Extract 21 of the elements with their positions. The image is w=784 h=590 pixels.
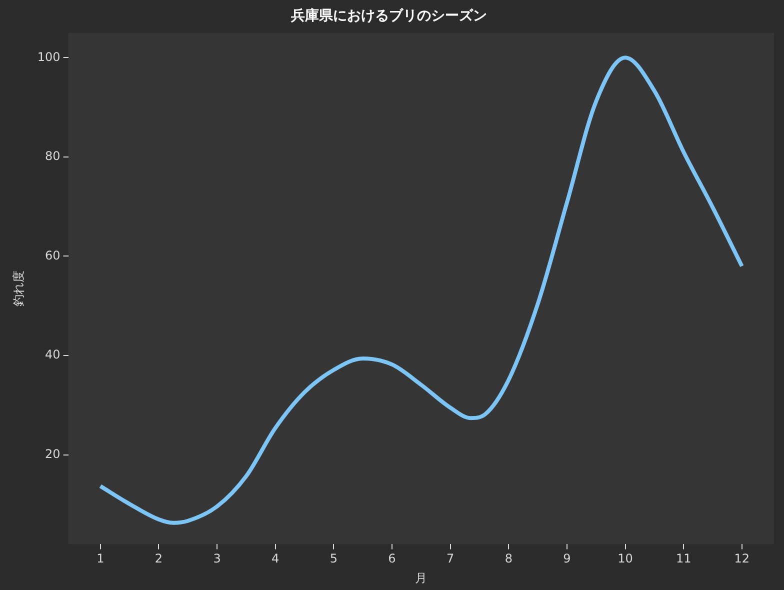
x-tick-label: 3: [213, 552, 221, 566]
x-tick-label: 7: [446, 552, 454, 566]
x-axis-title: 月: [415, 570, 428, 585]
x-tick-label: 10: [618, 552, 633, 566]
x-tick-label: 12: [734, 552, 750, 566]
y-tick-label: 60: [45, 248, 60, 262]
chart-title: 兵庫県におけるブリのシーズン: [290, 7, 487, 24]
x-tick-label: 1: [96, 552, 104, 566]
y-tick-label: 40: [45, 348, 60, 362]
line-series: [98, 56, 744, 525]
x-tick-label: 2: [154, 552, 163, 566]
y-axis-title: 釣れ度: [11, 270, 26, 306]
x-tick-label: 9: [563, 552, 571, 566]
y-tick-label: 20: [45, 446, 60, 461]
x-tick-label: 6: [388, 552, 396, 566]
y-tick-label: 100: [37, 50, 60, 64]
x-tick-label: 11: [676, 552, 692, 566]
x-tick-label: 8: [504, 552, 512, 566]
x-tick-label: 5: [330, 552, 338, 566]
x-tick-label: 4: [272, 552, 280, 566]
y-tick-label: 80: [45, 149, 60, 164]
